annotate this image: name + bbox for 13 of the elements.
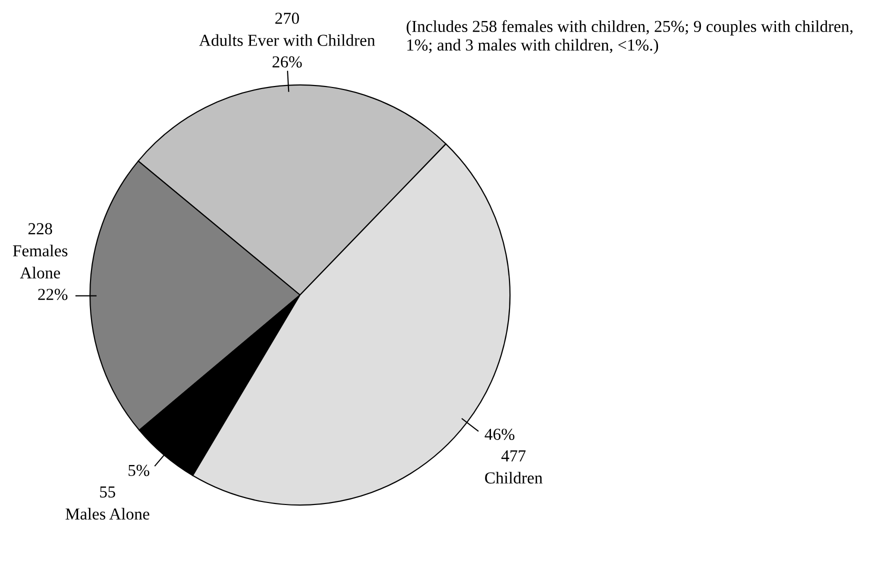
slice-label: Children xyxy=(485,472,542,484)
data-label: 55 xyxy=(100,486,116,498)
text: (Includes 258 females with children, 25%; 9 couples with children, 1%; and 3 males with children, <1%.) xyxy=(406,20,852,54)
slice-label: Females Alone xyxy=(12,244,68,278)
slice-label: Males Alone xyxy=(66,508,150,520)
text: 26% xyxy=(272,56,302,68)
text: 5% xyxy=(128,464,150,476)
text: 46% xyxy=(484,428,514,440)
data-label: 270 xyxy=(275,12,299,24)
slice-label: Adults Ever with Children xyxy=(199,34,376,46)
data-label: 477 xyxy=(501,450,526,462)
data-label: 228 xyxy=(28,223,52,234)
text: 22% xyxy=(38,288,68,300)
